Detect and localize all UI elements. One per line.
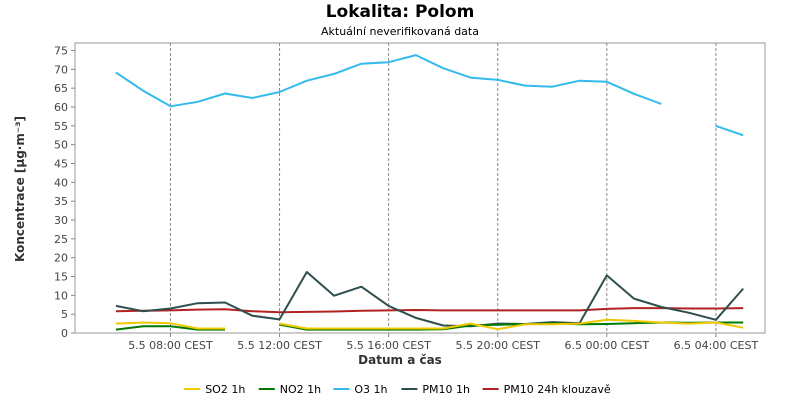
x-tick-label: 5.5 08:00 CEST — [128, 339, 213, 352]
y-tick-label: 15 — [54, 271, 68, 284]
y-tick-label: 25 — [54, 233, 68, 246]
x-tick-label: 6.5 04:00 CEST — [674, 339, 759, 352]
x-tick-label: 6.5 00:00 CEST — [565, 339, 650, 352]
y-tick-label: 10 — [54, 289, 68, 302]
legend-label: O3 1h — [354, 383, 387, 396]
y-tick-label: 35 — [54, 195, 68, 208]
plot-area: 0 5 10 15 20 25 30 35 40 45 50 55 60 65 70 75 5.5 08:00 … — [54, 42, 766, 352]
y-tick-label: 60 — [54, 101, 68, 114]
chart-title: Lokalita: Polom — [326, 2, 475, 22]
x-tick-label: 5.5 12:00 CEST — [237, 339, 322, 352]
y-tick-label: 50 — [54, 139, 68, 152]
legend-item: O3 1h — [333, 383, 388, 396]
y-tick-label: 0 — [61, 327, 68, 340]
series-line-o3-1h — [115, 54, 744, 137]
legend-item: SO2 1h — [184, 383, 245, 396]
y-tick-label: 65 — [54, 82, 68, 95]
legend: SO2 1h NO2 1h O3 1h PM10 1h PM10 24h klouzav… — [184, 383, 611, 396]
y-tick-label: 30 — [54, 214, 68, 227]
series-line-pm10-24h-klouzav — [115, 307, 744, 314]
x-tick-label: 5.5 20:00 CEST — [455, 339, 540, 352]
x-tick-label: 5.5 16:00 CEST — [346, 339, 431, 352]
legend-label: SO2 1h — [205, 383, 245, 396]
legend-label: PM10 24h klouzavě — [504, 383, 611, 396]
legend-item: PM10 24h klouzavě — [482, 383, 611, 396]
y-tick-label: 70 — [54, 63, 68, 76]
y-tick-label: 40 — [54, 176, 68, 189]
y-tick-label: 5 — [61, 308, 68, 321]
y-tick-label: 75 — [54, 45, 68, 58]
chart-subtitle: Aktuální neverifikovaná data — [321, 25, 479, 38]
legend-item: PM10 1h — [401, 383, 470, 396]
legend-label: NO2 1h — [280, 383, 321, 396]
y-tick-label: 45 — [54, 158, 68, 171]
legend-label: PM10 1h — [422, 383, 470, 396]
x-axis-label: Datum a čas — [358, 353, 442, 367]
y-axis-label: Koncentrace [µg·m⁻³] — [13, 116, 27, 262]
series-line-so2-1h — [115, 318, 744, 331]
y-tick-label: 20 — [54, 252, 68, 265]
plot-frame — [74, 42, 766, 334]
legend-item: NO2 1h — [258, 383, 321, 396]
series-line-pm10-1h — [115, 271, 744, 328]
y-tick-label: 55 — [54, 120, 68, 133]
